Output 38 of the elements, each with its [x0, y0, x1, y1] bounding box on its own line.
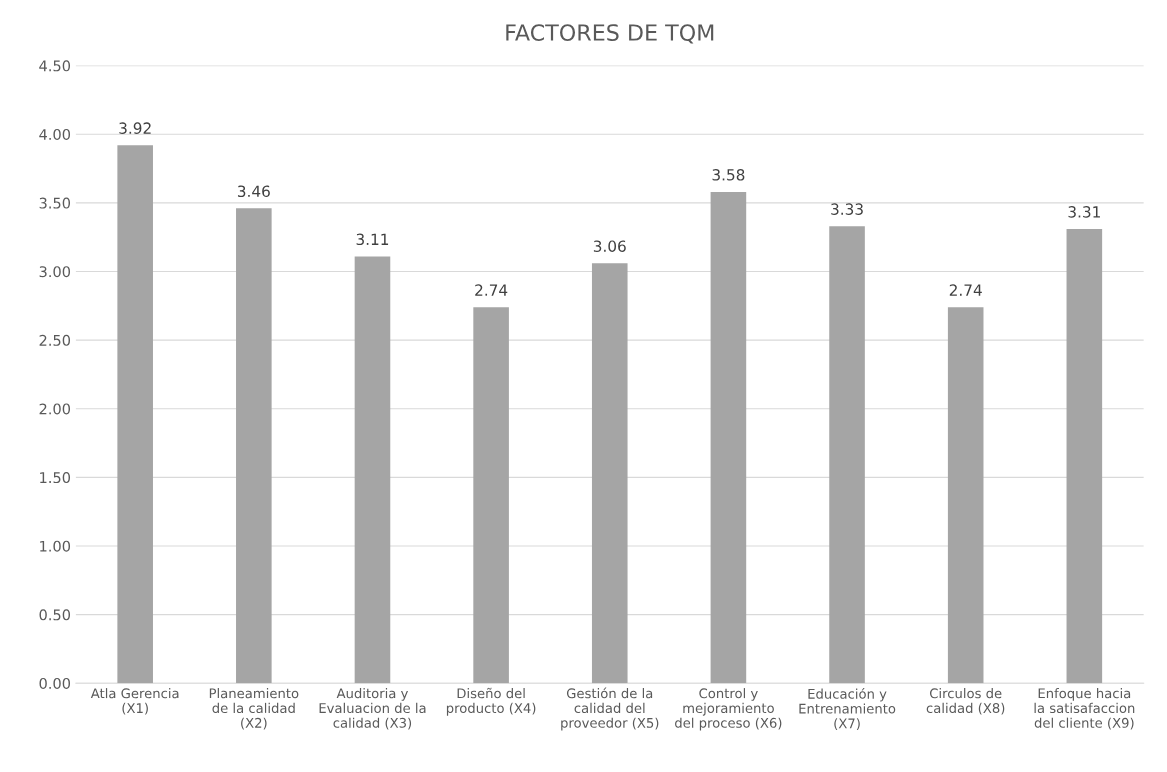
y-tick-label: 1.00 — [40, 540, 71, 552]
y-tick-label: 3.50 — [39, 197, 71, 209]
x-tick-label: Atla Gerencia (X1) — [90, 688, 179, 715]
data-label: 3.33 — [831, 203, 863, 215]
x-tick-label: Auditoria y Evaluacion de la calidad (X3) — [319, 688, 426, 730]
data-label: 3.58 — [712, 169, 745, 181]
bar — [236, 208, 272, 684]
bar — [591, 263, 628, 684]
bar — [117, 145, 153, 684]
data-label: 3.06 — [593, 240, 626, 252]
y-tick-label: 0.50 — [39, 609, 71, 621]
y-tick-label: 3.00 — [39, 266, 71, 278]
data-label: 2.74 — [949, 284, 982, 296]
bar — [947, 307, 984, 684]
bar — [354, 256, 391, 684]
x-tick-label: Circulos de calidad (X8) — [926, 688, 1005, 715]
data-label: 3.46 — [237, 185, 270, 198]
y-tick-label: 4.50 — [39, 60, 71, 72]
bar — [710, 191, 747, 684]
y-tick-label: 1.50 — [40, 472, 71, 484]
data-label: 2.74 — [475, 284, 508, 296]
bar — [1066, 228, 1103, 684]
bar — [473, 307, 509, 684]
data-label: 3.92 — [119, 122, 151, 134]
data-label: 3.31 — [1068, 206, 1100, 218]
y-tick-label: 2.50 — [39, 334, 71, 346]
x-tick-label: Gestión de la calidad del proveedor (X5) — [561, 687, 659, 731]
x-tick-label: Planeamiento de la calidad (X2) — [209, 688, 299, 730]
x-tick-label: Enfoque hacia la satisafaccion del cliente (X9) — [1034, 688, 1135, 730]
chart-title: FACTORES DE TQM — [506, 24, 714, 44]
x-tick-label: Diseño del producto (X4) — [446, 687, 536, 716]
x-tick-label: Control y mejoramiento del proceso (X6) — [675, 688, 782, 731]
bar — [829, 226, 865, 684]
y-tick-label: 4.00 — [39, 128, 71, 140]
y-tick-label: 2.00 — [39, 403, 71, 415]
data-label: 3.11 — [356, 233, 389, 246]
y-tick-label: 0.00 — [39, 677, 71, 689]
x-tick-label: Educación y Entrenamiento (X7) — [799, 688, 896, 730]
